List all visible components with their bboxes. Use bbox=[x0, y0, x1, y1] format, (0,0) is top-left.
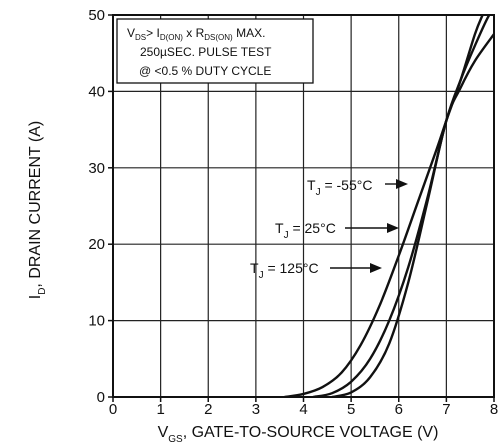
y-tick-label: 50 bbox=[88, 7, 105, 24]
x-tick-label: 7 bbox=[442, 401, 450, 418]
x-axis-title: VGS, GATE-TO-SOURCE VOLTAGE (V) bbox=[158, 424, 439, 444]
label-tj-25: TJ = 25°C bbox=[275, 220, 399, 241]
x-tick-label: 4 bbox=[299, 401, 307, 418]
note-box bbox=[116, 18, 314, 84]
arrow-head-125 bbox=[370, 263, 382, 273]
test-conditions-note: VDS> ID(ON) x RDS(ON) MAX. 250µSEC. PULS… bbox=[116, 18, 314, 84]
label-tj-125-text: TJ = 125°C bbox=[250, 260, 319, 281]
y-tick-label: 10 bbox=[88, 313, 105, 330]
arrow-head-minus55 bbox=[396, 179, 408, 189]
note-line-2: 250µSEC. PULSE TEST bbox=[140, 45, 272, 59]
curves bbox=[284, 15, 494, 397]
label-tj-minus55: TJ = -55°C bbox=[307, 177, 408, 198]
x-tick-label: 5 bbox=[347, 401, 355, 418]
y-tick-label: 30 bbox=[88, 160, 105, 177]
label-tj-minus55-text: TJ = -55°C bbox=[307, 177, 372, 198]
y-tick-label: 0 bbox=[97, 389, 105, 406]
curve-tj-25 bbox=[312, 15, 494, 397]
x-tick-labels: 0 1 2 3 4 5 6 7 8 bbox=[109, 401, 498, 418]
y-tick-label: 20 bbox=[88, 236, 105, 253]
x-tick-label: 1 bbox=[156, 401, 164, 418]
x-tick-label: 0 bbox=[109, 401, 117, 418]
arrow-head-25 bbox=[387, 223, 399, 233]
x-tick-label: 3 bbox=[252, 401, 260, 418]
note-line-1: VDS> ID(ON) x RDS(ON) MAX. bbox=[127, 26, 265, 42]
label-tj-25-text: TJ = 25°C bbox=[275, 220, 336, 241]
label-tj-125: TJ = 125°C bbox=[250, 260, 382, 281]
y-tick-labels: 0 10 20 30 40 50 bbox=[88, 7, 105, 406]
curve-tj-minus55 bbox=[284, 15, 484, 397]
plot-frame bbox=[112, 14, 495, 398]
curve-tj-125 bbox=[331, 33, 494, 397]
x-tick-label: 8 bbox=[490, 401, 498, 418]
x-tick-label: 6 bbox=[395, 401, 403, 418]
note-line-3: @ <0.5 % DUTY CYCLE bbox=[139, 64, 271, 78]
y-axis-title: ID, DRAIN CURRENT (A) bbox=[27, 121, 48, 300]
x-tick-label: 2 bbox=[204, 401, 212, 418]
y-tick-label: 40 bbox=[88, 83, 105, 100]
